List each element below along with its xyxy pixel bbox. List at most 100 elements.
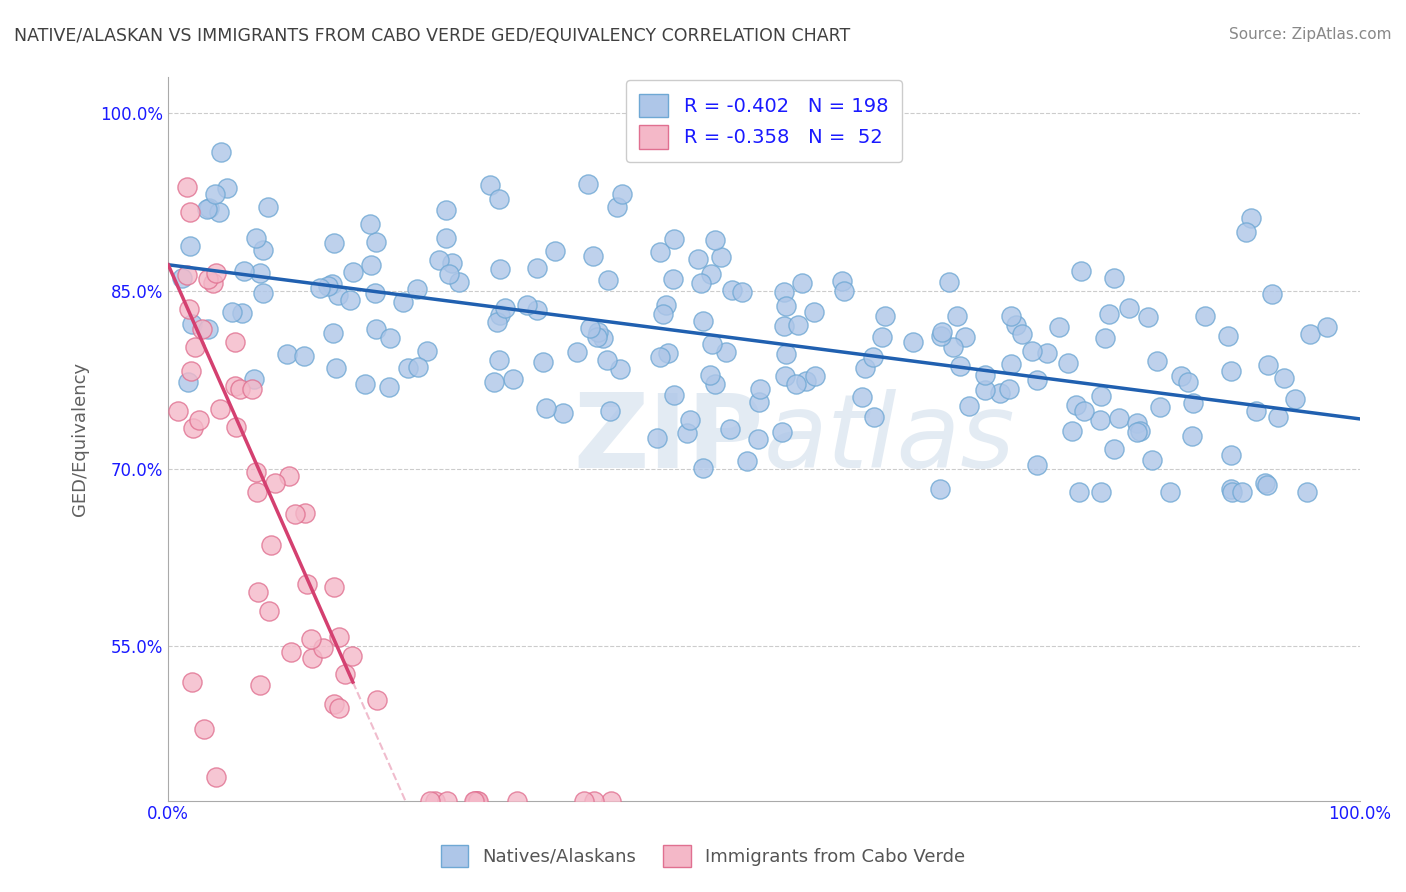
Point [710, 250, 733, 264]
Point [190, 322, 212, 336]
Point [170, 270, 193, 285]
Point [179, 205, 201, 219]
Point [586, 330, 609, 344]
Point [647, 431, 669, 445]
Point [1090, 389, 1112, 403]
Point [257, 200, 280, 214]
Point [686, 252, 709, 266]
Point [1036, 346, 1059, 360]
Point [224, 378, 246, 392]
Point [953, 330, 976, 344]
Point [166, 404, 188, 418]
Point [1244, 404, 1267, 418]
Point [419, 794, 441, 808]
Point [526, 260, 548, 275]
Point [1126, 416, 1149, 430]
Point [565, 344, 588, 359]
Point [804, 368, 827, 383]
Point [1069, 485, 1091, 500]
Text: atlas: atlas [763, 389, 1015, 489]
Point [335, 666, 357, 681]
Point [772, 318, 794, 333]
Point [1129, 424, 1152, 438]
Point [231, 306, 253, 320]
Point [488, 193, 510, 207]
Point [973, 383, 995, 397]
Point [662, 271, 685, 285]
Point [1296, 485, 1319, 500]
Point [574, 794, 596, 808]
Point [1194, 309, 1216, 323]
Point [363, 286, 385, 301]
Point [1234, 225, 1257, 239]
Point [596, 273, 619, 287]
Point [873, 309, 896, 323]
Point [1021, 344, 1043, 359]
Point [1070, 264, 1092, 278]
Point [803, 304, 825, 318]
Point [1254, 476, 1277, 491]
Point [177, 301, 200, 316]
Point [277, 469, 299, 483]
Point [224, 334, 246, 349]
Point [1057, 356, 1080, 370]
Point [247, 585, 270, 599]
Point [704, 233, 727, 247]
Point [437, 267, 460, 281]
Point [427, 253, 450, 268]
Point [292, 349, 315, 363]
Point [988, 386, 1011, 401]
Point [1257, 359, 1279, 373]
Point [748, 394, 770, 409]
Point [1108, 411, 1130, 425]
Point [340, 648, 363, 663]
Point [440, 256, 463, 270]
Point [204, 187, 226, 202]
Point [396, 360, 419, 375]
Point [544, 244, 567, 259]
Text: ZIP: ZIP [574, 389, 763, 490]
Point [831, 274, 853, 288]
Point [834, 284, 856, 298]
Point [1102, 442, 1125, 456]
Point [1098, 307, 1121, 321]
Point [1256, 478, 1278, 492]
Point [942, 340, 965, 354]
Point [785, 377, 807, 392]
Point [1000, 309, 1022, 323]
Point [596, 353, 619, 368]
Point [648, 244, 671, 259]
Point [1005, 318, 1028, 332]
Point [208, 402, 231, 417]
Point [415, 344, 437, 359]
Point [773, 285, 796, 299]
Point [328, 701, 350, 715]
Point [233, 263, 256, 277]
Point [328, 288, 350, 302]
Point [308, 281, 330, 295]
Point [1261, 287, 1284, 301]
Point [714, 344, 737, 359]
Point [176, 268, 198, 282]
Point [699, 368, 721, 382]
Point [408, 359, 430, 374]
Point [260, 539, 283, 553]
Point [679, 413, 702, 427]
Point [1064, 398, 1087, 412]
Point [360, 258, 382, 272]
Point [872, 330, 894, 344]
Point [773, 368, 796, 383]
Point [280, 645, 302, 659]
Point [704, 376, 727, 391]
Point [217, 181, 239, 195]
Point [299, 632, 322, 646]
Point [582, 794, 605, 808]
Point [1170, 368, 1192, 383]
Point [662, 232, 685, 246]
Point [1181, 428, 1204, 442]
Point [1118, 301, 1140, 315]
Point [181, 420, 204, 434]
Point [1073, 404, 1095, 418]
Point [177, 376, 200, 390]
Point [425, 794, 447, 808]
